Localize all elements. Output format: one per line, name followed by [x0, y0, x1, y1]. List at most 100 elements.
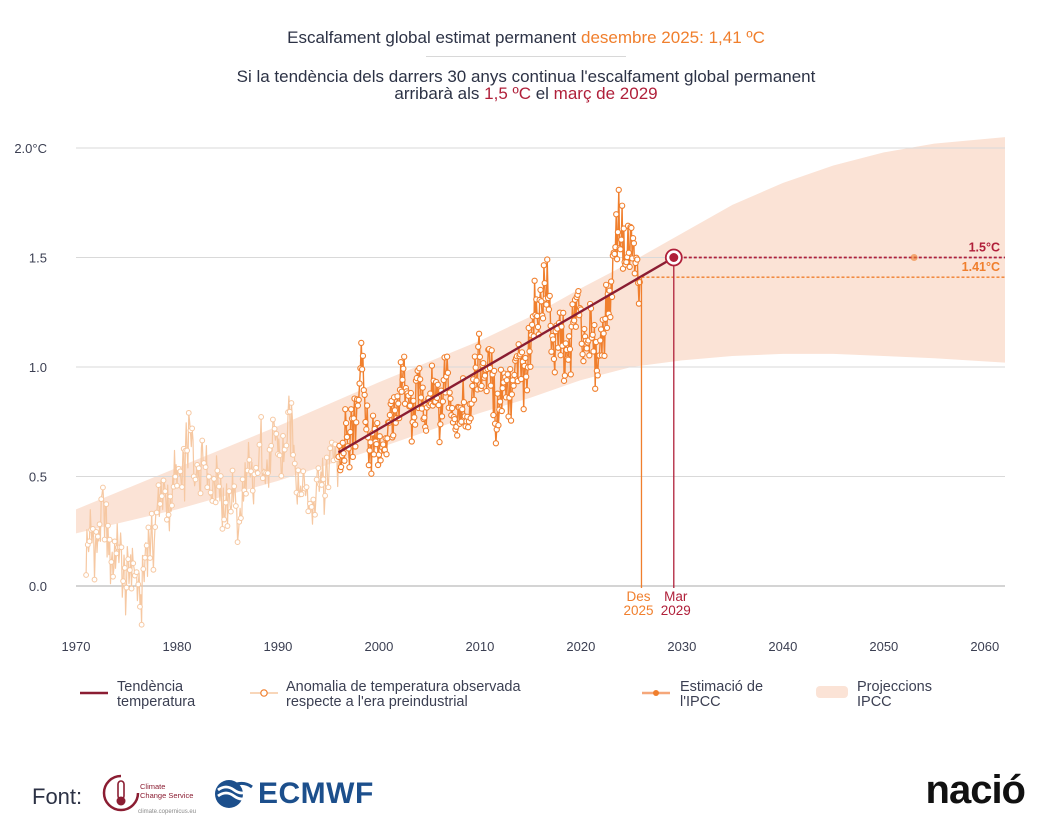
observed-point [601, 352, 608, 360]
observed-point [543, 301, 550, 308]
observed-point [300, 468, 307, 475]
observed-point [630, 240, 638, 247]
observed-point [435, 401, 442, 409]
observed-point [464, 424, 472, 431]
observed-point [379, 441, 387, 448]
x-tick-label: 2030 [667, 639, 696, 654]
observed-point [249, 487, 256, 494]
observed-point [390, 432, 397, 439]
observed-point [437, 421, 444, 428]
marker-label-mar-2029-line2: 2029 [661, 603, 691, 618]
observed-point [295, 467, 302, 474]
observed-point [268, 442, 275, 449]
observed-point [491, 367, 498, 375]
observed-point [98, 496, 105, 503]
observed-point [341, 457, 348, 464]
y-tick-label: 1.5 [29, 251, 47, 266]
c3s-name-line-1: Climate [140, 782, 165, 791]
observed-point [611, 250, 618, 258]
observed-point [583, 345, 590, 352]
observed-point [323, 454, 330, 461]
observed-point [239, 476, 246, 483]
observed-point [391, 407, 399, 414]
observed-point [597, 337, 604, 344]
observed-point [327, 445, 334, 452]
observed-point [83, 572, 89, 578]
observed-point [544, 256, 551, 263]
observed-point [368, 470, 375, 477]
observed-point [152, 524, 158, 530]
observed-point [434, 381, 441, 388]
c3s-url: climate.copernicus.eu [138, 809, 196, 815]
observed-point [369, 412, 377, 419]
legend-ipcc-estimate-label: Estimació de l'IPCC [680, 679, 764, 710]
marker-label-dec-2025-line2: 2025 [623, 603, 653, 618]
observed-point [158, 493, 165, 500]
observed-point [142, 554, 148, 561]
observed-point [290, 451, 297, 458]
observed-point [615, 186, 622, 194]
observed-point [179, 484, 185, 490]
observed-point [278, 472, 285, 479]
observed-point [548, 348, 555, 355]
observed-point [355, 396, 362, 404]
observed-point [545, 306, 553, 313]
observed-point [411, 421, 419, 428]
observed-point [395, 400, 402, 407]
x-tick-label: 2010 [465, 639, 494, 654]
y-tick-label: 2.0°C [14, 141, 47, 156]
observed-point [366, 447, 373, 454]
observed-point [446, 389, 453, 396]
observed-point [120, 578, 127, 584]
ecmwf-wave-icon [215, 780, 253, 808]
observed-point [488, 347, 495, 354]
observed-point [232, 503, 239, 509]
observed-point [137, 603, 143, 610]
title-divider [426, 56, 626, 57]
observed-point [177, 468, 184, 475]
observed-point [108, 559, 115, 565]
observed-point [631, 270, 638, 277]
observed-point [410, 397, 417, 405]
observed-point [541, 279, 548, 287]
observed-point [618, 236, 625, 243]
observed-point [145, 524, 152, 531]
observed-point [96, 521, 103, 528]
observed-point [189, 425, 196, 432]
observed-point [503, 377, 510, 384]
observed-point [105, 522, 111, 529]
observed-point [259, 475, 266, 482]
observed-point [148, 510, 155, 517]
observed-point [305, 508, 312, 515]
observed-point [195, 465, 202, 472]
observed-point [481, 372, 489, 379]
observed-point [364, 402, 371, 409]
projection-value: 1,5 ºC [484, 84, 531, 103]
observed-point [475, 343, 482, 350]
observed-point [362, 418, 369, 426]
observed-point [202, 464, 209, 471]
observed-point [522, 354, 529, 362]
observed-point [138, 621, 145, 628]
observed-point [211, 475, 217, 482]
observed-point [451, 416, 458, 423]
chart-legend: Tendència temperatura Anomalia de temper… [0, 680, 1052, 720]
observed-point [499, 385, 506, 392]
observed-point [436, 438, 443, 446]
observed-point [204, 484, 211, 491]
observed-point [606, 287, 613, 294]
observed-point [411, 414, 418, 421]
marker-label-mar-2029-line1: Mar [664, 589, 688, 604]
observed-point [594, 372, 601, 379]
nacio-logo: nació [925, 768, 1026, 812]
observed-point [422, 427, 430, 434]
observed-point [400, 365, 407, 372]
observed-point [523, 373, 530, 380]
observed-point [419, 384, 426, 391]
observed-point [349, 453, 356, 461]
x-tick-label: 2050 [869, 639, 898, 654]
observed-point [386, 411, 394, 419]
observed-point [313, 476, 320, 483]
observed-point [602, 315, 609, 323]
observed-point [421, 414, 428, 421]
